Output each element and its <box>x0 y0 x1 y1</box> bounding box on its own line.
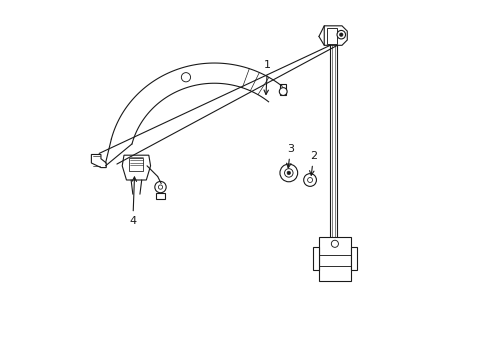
Circle shape <box>155 181 166 193</box>
Polygon shape <box>122 155 150 180</box>
Polygon shape <box>91 154 106 168</box>
Circle shape <box>331 240 338 247</box>
Polygon shape <box>280 85 286 95</box>
Polygon shape <box>324 26 346 45</box>
Polygon shape <box>156 193 165 199</box>
Polygon shape <box>129 158 143 171</box>
Circle shape <box>307 177 312 183</box>
Circle shape <box>336 31 345 39</box>
Text: 1: 1 <box>264 60 270 94</box>
Polygon shape <box>350 247 356 270</box>
Circle shape <box>339 33 343 36</box>
Circle shape <box>158 185 163 189</box>
Text: 3: 3 <box>286 144 293 168</box>
Text: 4: 4 <box>129 177 136 226</box>
Text: 2: 2 <box>309 151 317 175</box>
Circle shape <box>279 164 297 182</box>
Circle shape <box>279 87 286 95</box>
Polygon shape <box>312 247 318 270</box>
Circle shape <box>284 168 292 177</box>
Polygon shape <box>318 237 350 281</box>
Circle shape <box>303 174 316 186</box>
Polygon shape <box>326 28 336 44</box>
Circle shape <box>181 73 190 82</box>
Circle shape <box>286 171 290 175</box>
